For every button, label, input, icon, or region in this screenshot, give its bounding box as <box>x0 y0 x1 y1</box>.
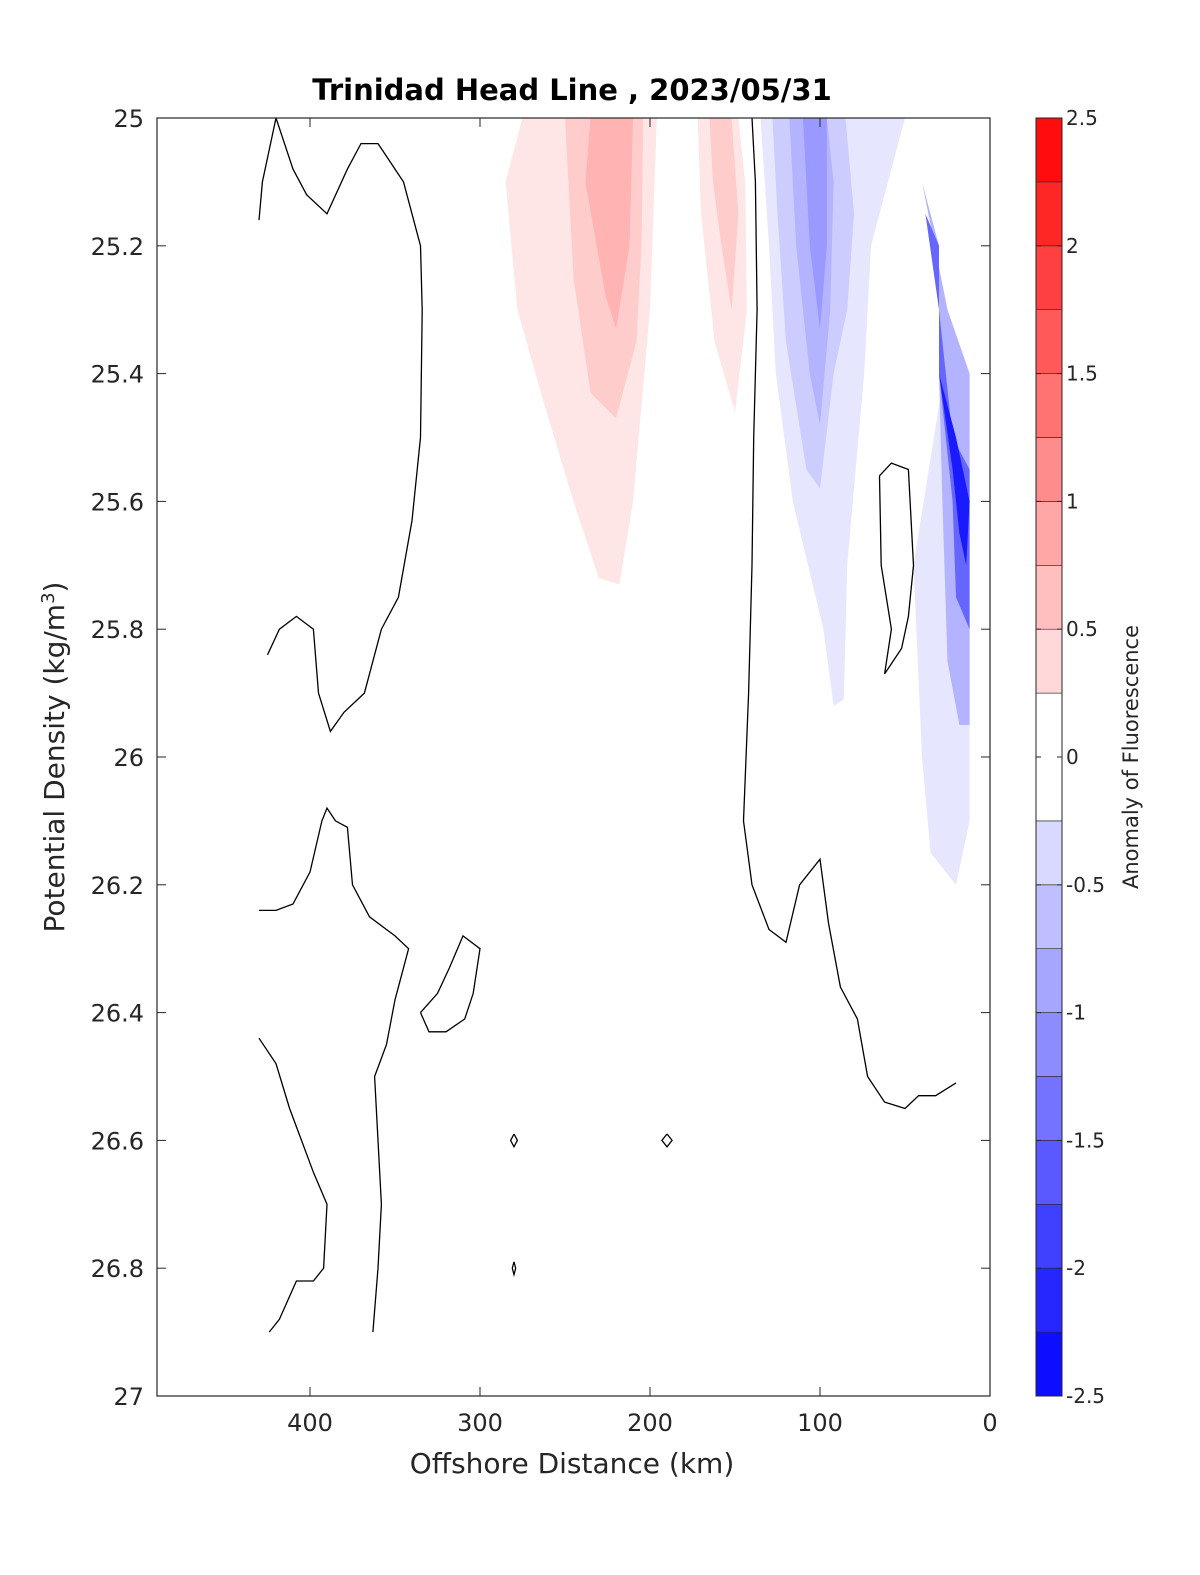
chart-title: Trinidad Head Line , 2023/05/31 <box>312 73 832 107</box>
x-tick-label: 100 <box>797 1409 843 1437</box>
contour-line-5 <box>878 462 915 675</box>
y-tick-label: 26.8 <box>91 1255 144 1283</box>
colorbar-swatch <box>1035 437 1063 502</box>
y-tick-label: 27 <box>113 1383 144 1411</box>
y-tick-label: 26.6 <box>91 1127 144 1155</box>
filled-region-9 <box>913 181 970 885</box>
colorbar-swatch <box>1035 820 1063 886</box>
colorbar-swatch <box>1035 1204 1063 1269</box>
y-tick-label: 25.2 <box>91 233 144 261</box>
y-tick-label: 25.8 <box>91 616 144 644</box>
colorbar-swatch <box>1035 245 1063 311</box>
y-tick-label: 26 <box>113 744 144 772</box>
contour-line-3 <box>419 934 481 1033</box>
y-axis-label-close: ) <box>38 582 71 593</box>
x-tick-label: 0 <box>982 1409 997 1437</box>
filled-region-12 <box>939 373 970 566</box>
colorbar-swatch <box>1035 948 1063 1013</box>
colorbar-tick-label: 1 <box>1066 489 1079 513</box>
filled-region-8 <box>803 118 827 329</box>
filled-region-2 <box>585 118 633 329</box>
y-tick-label: 26.2 <box>91 872 144 900</box>
colorbar-tick-label: -2 <box>1066 1256 1086 1280</box>
filled-contours <box>505 118 970 885</box>
y-axis-ticks: 25 25.2 25.4 25.6 25.8 26 26.2 26.4 26.6 26.8 27 <box>91 105 990 1411</box>
colorbar-tick-label: -1.5 <box>1066 1128 1105 1152</box>
colorbar-swatch <box>1035 1267 1063 1333</box>
colorbar-swatch <box>1035 1331 1063 1397</box>
y-axis-label: Potential Density (kg/m3) <box>38 582 72 933</box>
contour-line-2 <box>258 1037 328 1333</box>
contour-line-1 <box>259 806 410 1333</box>
colorbar-swatch <box>1035 1076 1063 1141</box>
plot-area: 400 300 200 100 0 25 25.2 25.4 25.6 25.8 26 26.2 26… <box>91 105 998 1437</box>
colorbar-swatch <box>1035 564 1063 630</box>
colorbar: 2.5 2 1.5 1 0.5 0 -0.5 -1 -1.5 -2 -2.5 Anomaly of … <box>1035 106 1143 1408</box>
colorbar-tick-label: -2.5 <box>1066 1384 1105 1408</box>
colorbar-label: Anomaly of Fluorescence <box>1119 625 1143 889</box>
y-tick-label: 26.4 <box>91 1000 144 1028</box>
x-tick-label: 400 <box>287 1409 333 1437</box>
colorbar-swatch <box>1035 1140 1063 1205</box>
colorbar-swatch <box>1035 501 1063 566</box>
contour-line-9 <box>511 1261 517 1278</box>
y-tick-label: 25.4 <box>91 361 144 389</box>
contour-line-4 <box>742 118 957 1110</box>
x-axis-ticks: 400 300 200 100 0 <box>287 118 998 1437</box>
colorbar-swatch <box>1035 181 1063 247</box>
colorbar-tick-label: -0.5 <box>1066 873 1105 897</box>
colorbar-swatch <box>1035 884 1063 949</box>
colorbar-swatch <box>1035 1012 1063 1077</box>
colorbar-ticks: 2.5 2 1.5 1 0.5 0 -0.5 -1 -1.5 -2 -2.5 <box>1036 106 1105 1408</box>
x-tick-label: 300 <box>457 1409 503 1437</box>
y-axis-label-main: Potential Density (kg/m <box>38 604 71 933</box>
contour-line-7 <box>509 1133 519 1149</box>
y-tick-label: 25.6 <box>91 488 144 516</box>
contour-line-0 <box>258 118 423 733</box>
y-tick-label: 25 <box>113 105 144 133</box>
y-axis-label-superscript: 3 <box>38 592 59 603</box>
colorbar-tick-label: 2.5 <box>1066 106 1098 130</box>
colorbar-tick-label: 0 <box>1066 745 1079 769</box>
colorbar-tick-label: -1 <box>1066 1001 1086 1025</box>
colorbar-tick-label: 0.5 <box>1066 617 1098 641</box>
colorbar-tick-label: 1.5 <box>1066 362 1098 386</box>
contour-lines <box>258 118 957 1333</box>
x-axis-label: Offshore Distance (km) <box>410 1447 735 1480</box>
colorbar-swatch <box>1035 373 1063 438</box>
colorbar-swatch <box>1035 628 1063 694</box>
colorbar-swatch <box>1035 117 1063 183</box>
x-tick-label: 200 <box>627 1409 673 1437</box>
colorbar-tick-label: 2 <box>1066 234 1079 258</box>
filled-region-4 <box>709 118 739 310</box>
contour-line-8 <box>661 1133 673 1148</box>
colorbar-swatch <box>1035 309 1063 374</box>
